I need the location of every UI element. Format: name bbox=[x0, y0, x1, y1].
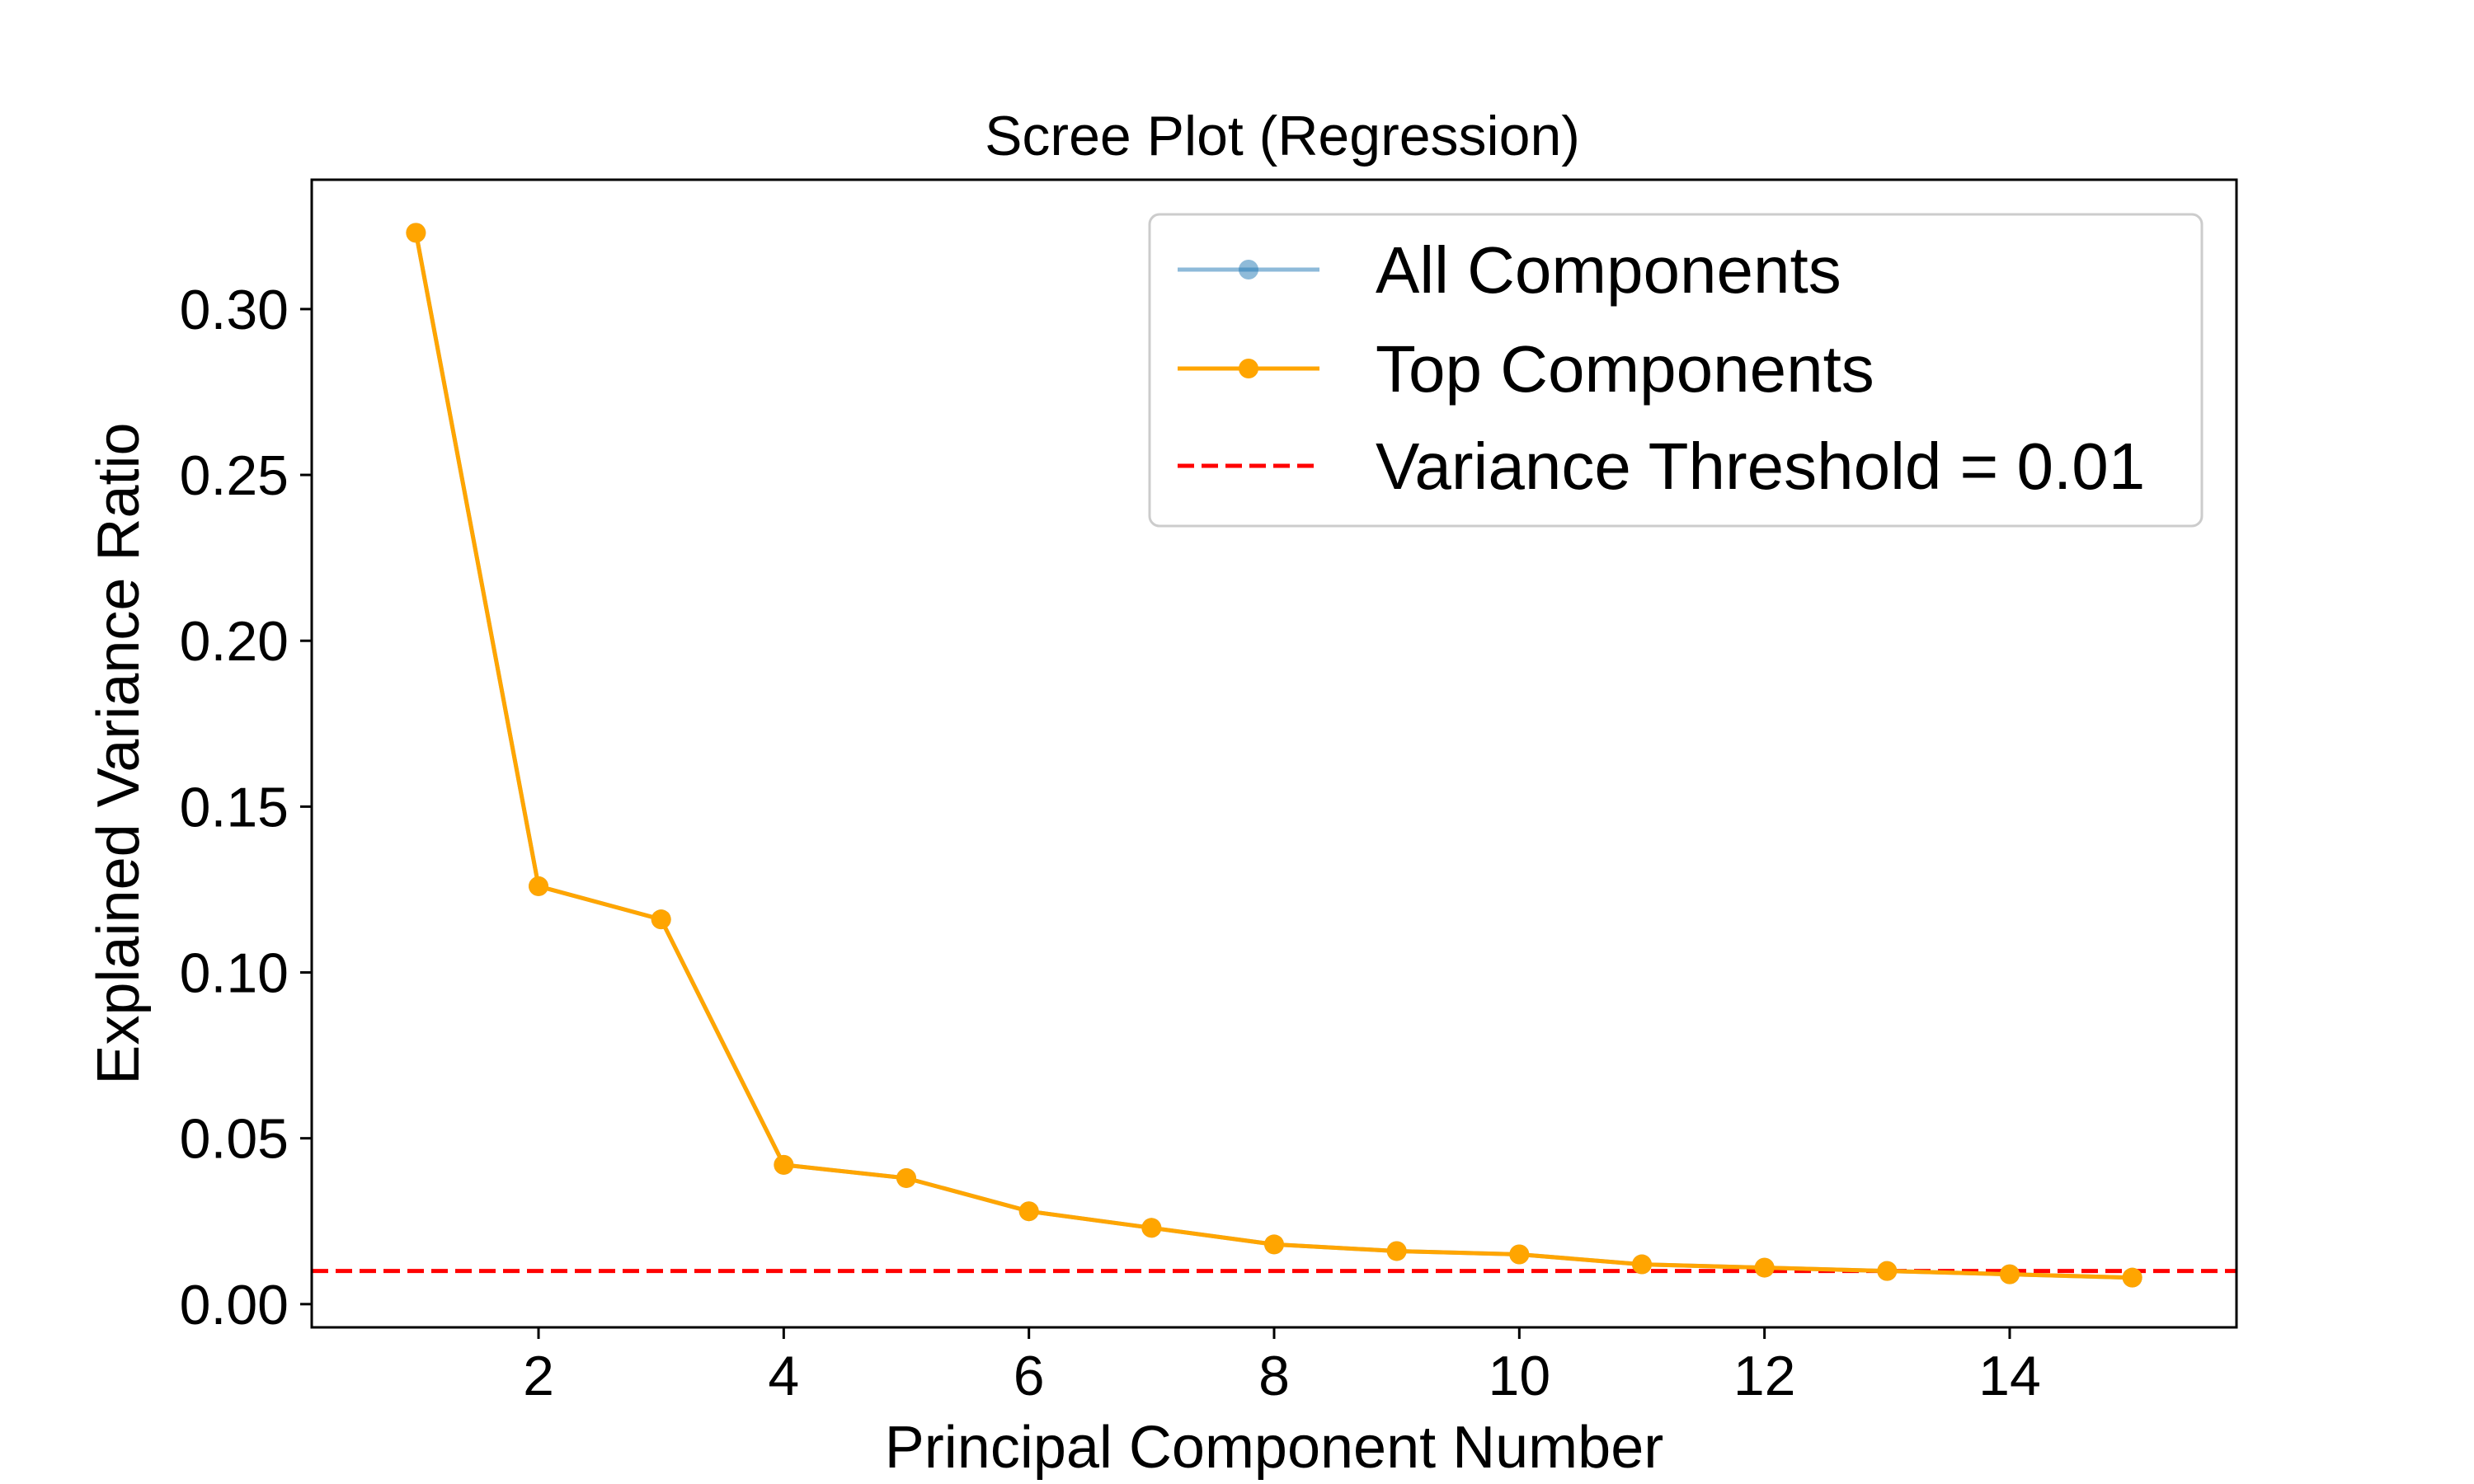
top-components-point bbox=[1386, 1241, 1407, 1261]
legend-entry-top-components: Top Components bbox=[1178, 332, 1874, 406]
x-axis-ticks: 2 4 6 8 10 12 14 bbox=[523, 1327, 2041, 1407]
x-tick-label: 14 bbox=[1978, 1345, 2041, 1407]
x-tick-label: 12 bbox=[1733, 1345, 1796, 1407]
y-tick-label: 0.25 bbox=[180, 444, 289, 507]
y-tick-label: 0.00 bbox=[180, 1274, 289, 1336]
x-axis-title: Principal Component Number bbox=[885, 1415, 1663, 1481]
x-tick-label: 2 bbox=[523, 1345, 554, 1407]
y-tick-label: 0.20 bbox=[180, 610, 289, 673]
legend-label: Top Components bbox=[1376, 332, 1874, 406]
top-components-series bbox=[406, 223, 2142, 1288]
top-components-point bbox=[1754, 1257, 1775, 1278]
top-components-point bbox=[1999, 1264, 2020, 1284]
y-tick-label: 0.15 bbox=[180, 776, 289, 838]
y-axis-title: Explained Variance Ratio bbox=[86, 422, 152, 1084]
y-tick-label: 0.10 bbox=[180, 942, 289, 1005]
y-axis-ticks: 0.00 0.05 0.10 0.15 0.20 0.25 0.30 bbox=[180, 279, 312, 1336]
legend-swatch-marker bbox=[1239, 260, 1258, 279]
legend-frame bbox=[1148, 213, 2204, 528]
top-components-point bbox=[1877, 1261, 1898, 1281]
top-components-point bbox=[1141, 1218, 1162, 1238]
legend-label: Variance Threshold = 0.01 bbox=[1376, 430, 2145, 503]
y-tick-label: 0.30 bbox=[180, 279, 289, 341]
plot-area bbox=[312, 223, 2236, 1288]
top-components-point bbox=[406, 223, 426, 243]
top-components-point bbox=[2122, 1267, 2142, 1288]
legend-entry-variance-threshold-0-01: Variance Threshold = 0.01 bbox=[1178, 430, 2145, 503]
x-tick-label: 6 bbox=[1014, 1345, 1045, 1407]
legend-entry-all-components: All Components bbox=[1178, 233, 1841, 307]
x-tick-label: 8 bbox=[1258, 1345, 1290, 1407]
top-components-point bbox=[529, 876, 549, 896]
top-components-point bbox=[774, 1154, 794, 1175]
legend-label: All Components bbox=[1376, 233, 1841, 307]
top-components-point bbox=[1509, 1244, 1530, 1265]
legend-swatch-marker bbox=[1239, 359, 1258, 378]
x-tick-label: 10 bbox=[1489, 1345, 1551, 1407]
top-components-point bbox=[896, 1167, 917, 1188]
x-tick-label: 4 bbox=[768, 1345, 799, 1407]
chart-title: Scree Plot (Regression) bbox=[985, 105, 1580, 167]
top-components-point bbox=[1631, 1254, 1652, 1275]
top-components-point bbox=[1264, 1234, 1284, 1255]
top-components-point bbox=[651, 909, 671, 930]
legend: All Components Top Components Variance Thr… bbox=[1148, 213, 2204, 528]
y-tick-label: 0.05 bbox=[180, 1108, 289, 1171]
top-components-point bbox=[1018, 1201, 1039, 1222]
